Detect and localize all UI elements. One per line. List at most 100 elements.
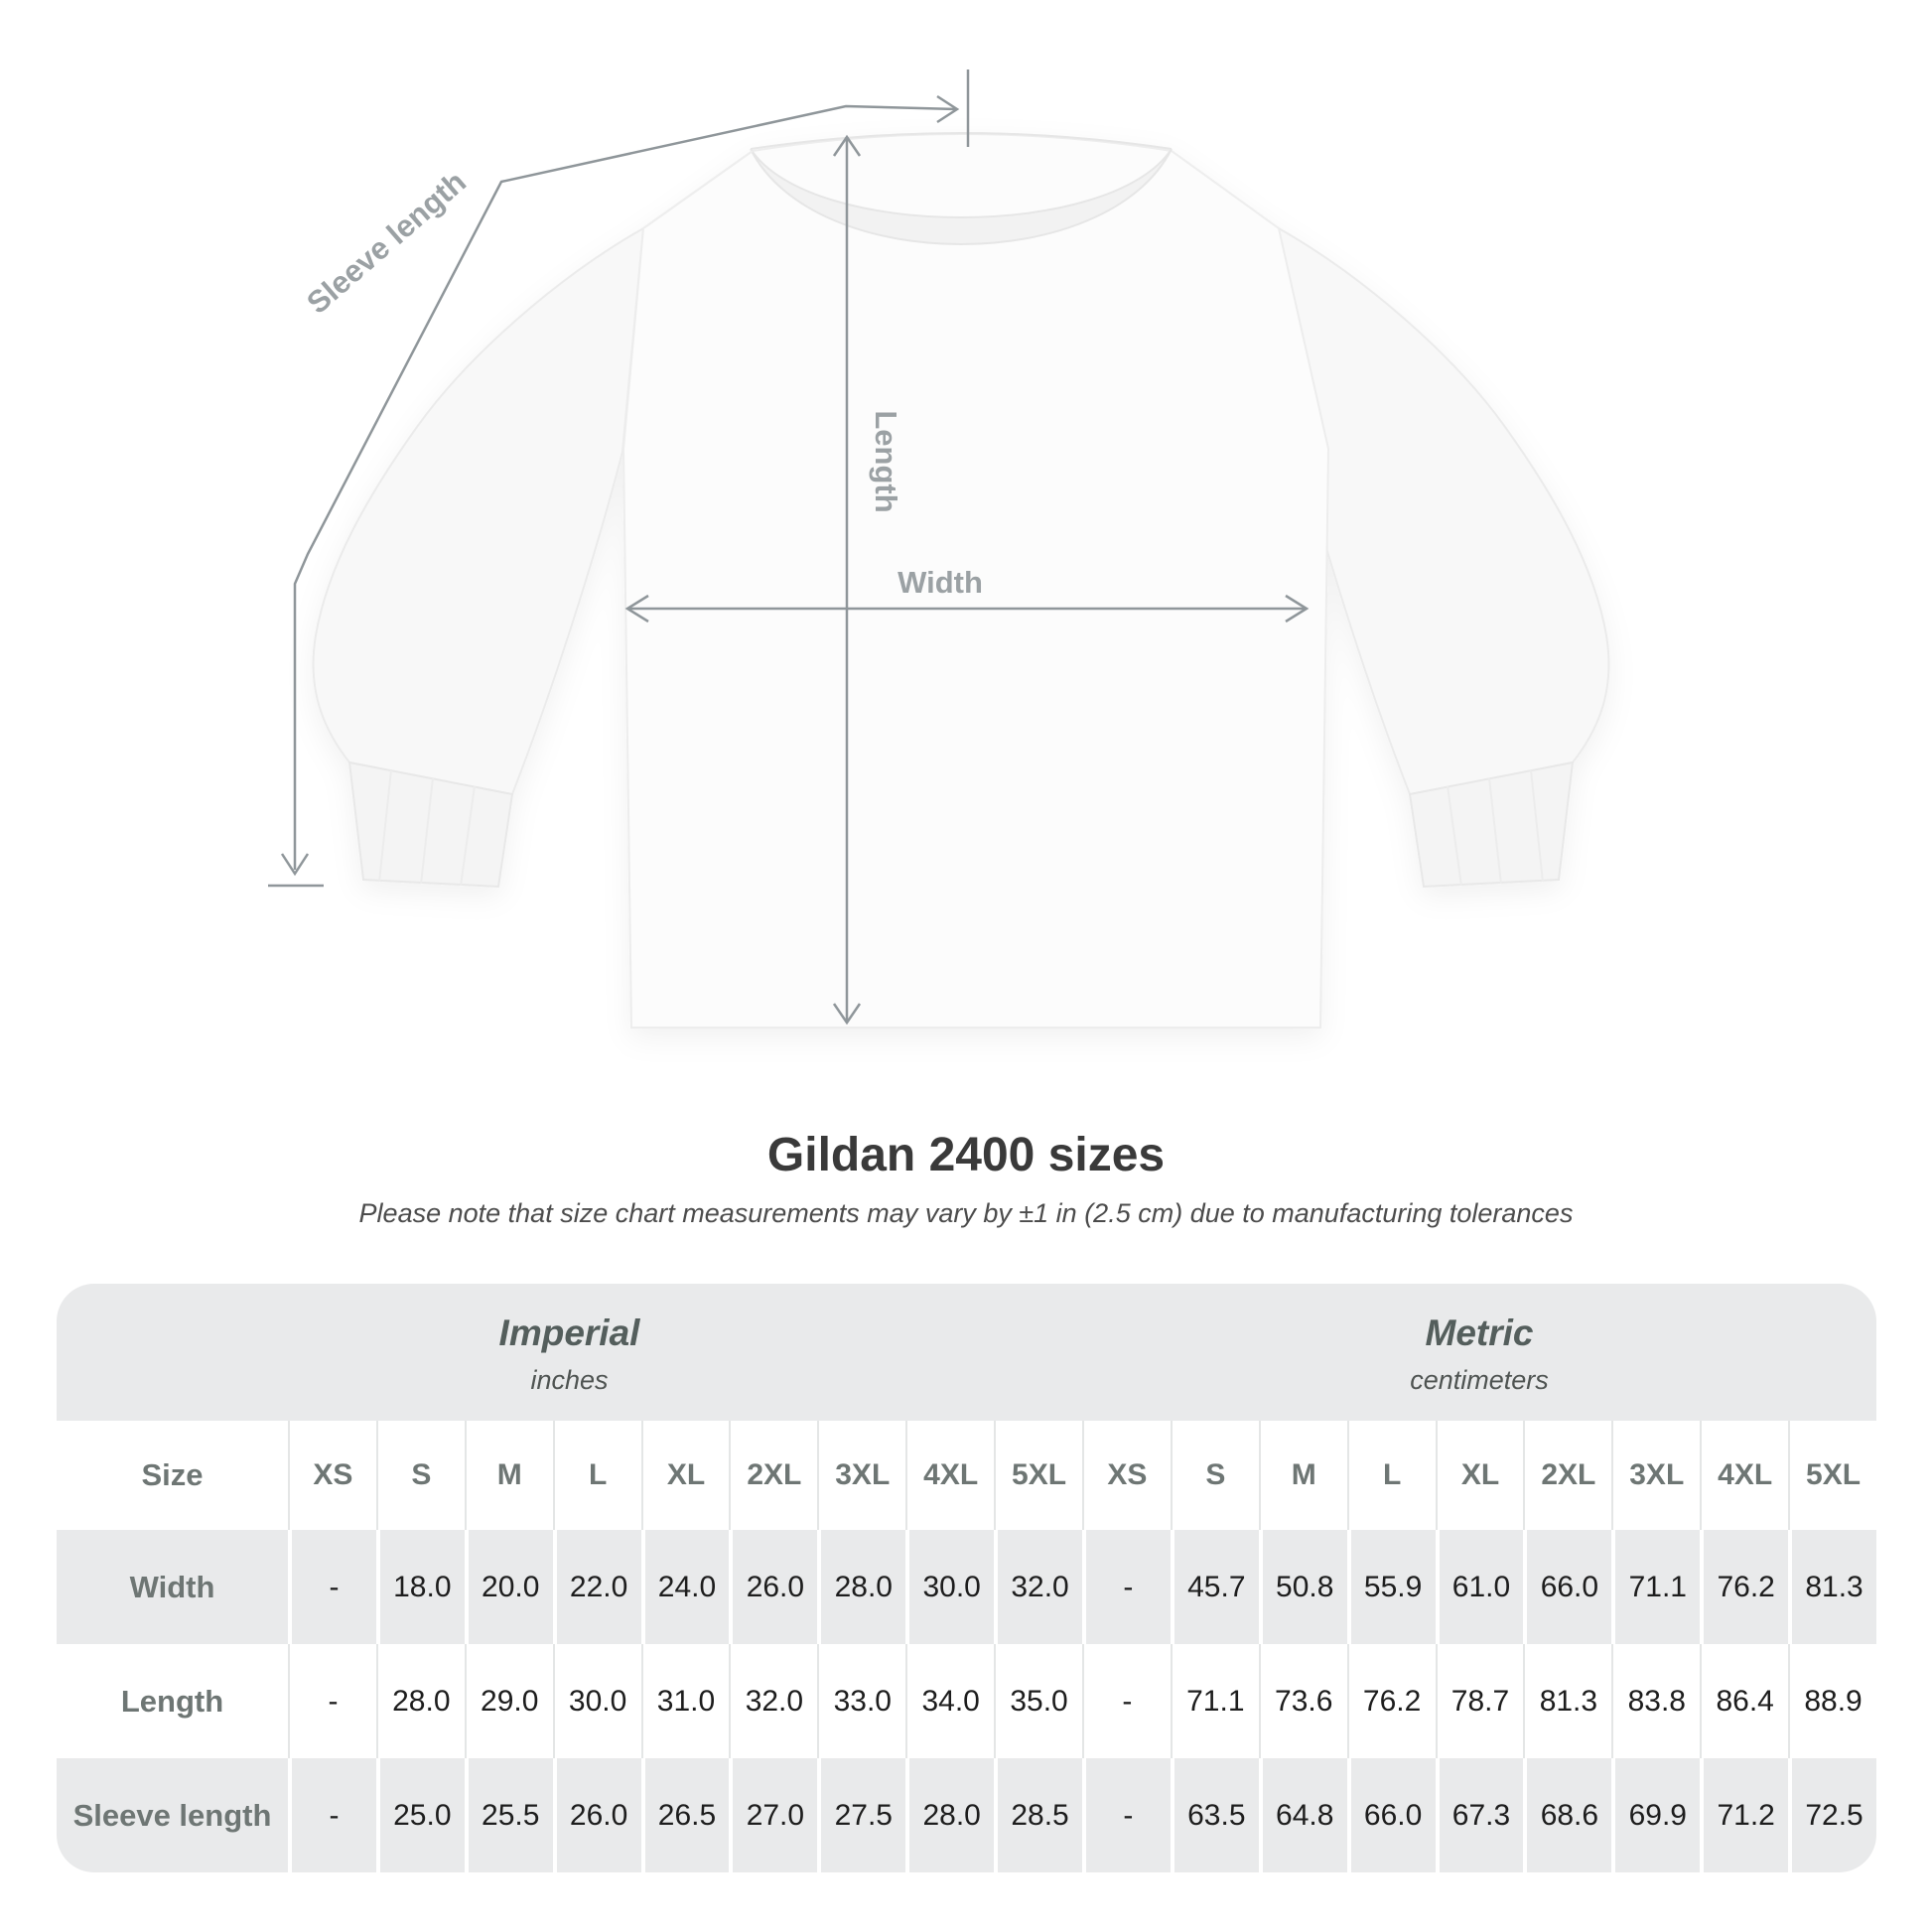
size-header-cell: XS: [288, 1421, 376, 1530]
shirt-back-neck-seam: [750, 132, 1173, 150]
width-label: Width: [897, 565, 983, 600]
length-value-cell: 83.8: [1611, 1644, 1700, 1758]
width-value-cell: 45.7: [1170, 1530, 1259, 1644]
sleeve-length-value-cell: 68.6: [1523, 1758, 1611, 1872]
length-value-cell: 78.7: [1435, 1644, 1524, 1758]
sleeve-length-value-cell: 25.0: [375, 1758, 465, 1872]
sleeve-length-value-cell: -: [1081, 1758, 1171, 1872]
size-header-cell: 4XL: [1700, 1421, 1788, 1530]
size-header-cell: 4XL: [905, 1421, 994, 1530]
width-value-cell: 61.0: [1435, 1530, 1524, 1644]
sleeve-length-value-cell: 28.5: [994, 1758, 1082, 1872]
width-value-cell: 18.0: [375, 1530, 465, 1644]
sleeve-length-value-cell: 28.0: [905, 1758, 994, 1872]
length-value-cell: 81.3: [1523, 1644, 1611, 1758]
right-cuff-ribs: [1447, 769, 1544, 887]
sleeve-length-value-cell: 26.0: [552, 1758, 641, 1872]
width-value-cell: 32.0: [994, 1530, 1082, 1644]
length-value-cell: 28.0: [375, 1644, 465, 1758]
length-value-cell: 73.6: [1258, 1644, 1347, 1758]
sleeve-length-value-cell: -: [288, 1758, 376, 1872]
width-value-cell: 22.0: [552, 1530, 641, 1644]
size-chart-note: Please note that size chart measurements…: [358, 1198, 1574, 1229]
width-value-cell: 66.0: [1523, 1530, 1611, 1644]
length-value-cell: -: [1081, 1644, 1171, 1758]
sleeve-length-value-cell: 66.0: [1346, 1758, 1436, 1872]
size-header-cell: S: [375, 1421, 465, 1530]
sleeve-length-value-cell: 64.8: [1258, 1758, 1347, 1872]
length-value-cell: 86.4: [1700, 1644, 1788, 1758]
size-header-cell: XL: [640, 1421, 730, 1530]
shirt-right-sleeve: [1277, 226, 1610, 796]
metric-header: Metric centimeters: [1082, 1284, 1876, 1421]
left-cuff-ribs: [378, 769, 476, 887]
row-label-sleeve-length: Sleeve length: [72, 1797, 272, 1833]
title-block: Gildan 2400 sizes Please note that size …: [0, 1128, 1932, 1229]
table-row-sleeve-length: Sleeve length -25.0 25.5 26.0 26.5 27.0 27.5 2…: [57, 1758, 1876, 1872]
length-value-cell: 76.2: [1346, 1644, 1436, 1758]
length-measure-line: [832, 134, 862, 1026]
metric-unit: centimeters: [1410, 1364, 1549, 1395]
length-value-cell: 33.0: [817, 1644, 905, 1758]
imperial-header: Imperial inches: [57, 1284, 1082, 1421]
length-value-cell: 29.0: [464, 1644, 553, 1758]
row-label-width: Width: [129, 1569, 215, 1604]
length-down-arrow-icon: [832, 1003, 862, 1026]
size-col-header: Size: [141, 1457, 204, 1492]
width-value-cell: 76.2: [1700, 1530, 1788, 1644]
size-chart-title: Gildan 2400 sizes: [766, 1129, 1166, 1181]
width-value-cell: 81.3: [1788, 1530, 1876, 1644]
size-header-row: Size XS S M L XL 2XL 3XL 4XL 5XL XS S M L XL 2XL 3XL 4XL…: [57, 1421, 1876, 1530]
width-value-cell: 26.0: [729, 1530, 817, 1644]
sleeve-length-value-cell: 25.5: [464, 1758, 553, 1872]
width-value-cell: 20.0: [464, 1530, 553, 1644]
table-row-width: Width -18.0 20.0 22.0 24.0 26.0 28.0 30.0 32.0-…: [57, 1530, 1876, 1644]
sleeve-length-value-cell: 71.2: [1700, 1758, 1788, 1872]
size-header-cell: 3XL: [1611, 1421, 1700, 1530]
size-header-cell: 3XL: [817, 1421, 905, 1530]
width-value-cell: -: [288, 1530, 376, 1644]
length-value-cell: 30.0: [552, 1644, 641, 1758]
unit-header-band: Imperial inches Metric centimeters: [57, 1284, 1876, 1421]
sleeve-length-value-cell: 69.9: [1611, 1758, 1700, 1872]
sleeve-length-right-arrow-icon: [936, 94, 960, 124]
metric-name: Metric: [1425, 1312, 1534, 1354]
length-up-arrow-icon: [832, 134, 862, 157]
table-row-length: Length -28.0 29.0 30.0 31.0 32.0 33.0 34.0 35.0…: [57, 1644, 1876, 1758]
length-value-cell: 88.9: [1788, 1644, 1876, 1758]
sleeve-length-value-cell: 63.5: [1170, 1758, 1259, 1872]
size-header-cell: XL: [1435, 1421, 1524, 1530]
size-header-cell: 2XL: [729, 1421, 817, 1530]
length-value-cell: 34.0: [905, 1644, 994, 1758]
size-header-cell: 2XL: [1523, 1421, 1611, 1530]
width-left-arrow-icon: [624, 594, 649, 623]
size-header-cell: XS: [1081, 1421, 1171, 1530]
sleeve-length-path: [293, 104, 958, 870]
sleeve-length-value-cell: 27.5: [817, 1758, 905, 1872]
width-value-cell: 50.8: [1258, 1530, 1347, 1644]
shirt-left-sleeve: [312, 226, 645, 796]
shirt-right-cuff: [1408, 760, 1575, 889]
size-header-cell: M: [464, 1421, 553, 1530]
width-value-cell: 28.0: [817, 1530, 905, 1644]
width-value-cell: -: [1081, 1530, 1171, 1644]
shirt-left-cuff: [347, 760, 514, 889]
width-value-cell: 24.0: [640, 1530, 730, 1644]
shirt-size-diagram: Sleeve length Length Width: [268, 69, 1610, 1029]
size-header-cell: L: [552, 1421, 641, 1530]
width-value-cell: 55.9: [1346, 1530, 1436, 1644]
size-header-cell: 5XL: [994, 1421, 1082, 1530]
imperial-name: Imperial: [498, 1312, 640, 1354]
size-header-cell: 5XL: [1788, 1421, 1876, 1530]
size-header-cell: S: [1170, 1421, 1259, 1530]
width-value-cell: 71.1: [1611, 1530, 1700, 1644]
size-header-cell: L: [1346, 1421, 1436, 1530]
length-label: Length: [869, 410, 903, 512]
sleeve-length-value-cell: 27.0: [729, 1758, 817, 1872]
shirt-illustration: [312, 132, 1610, 1029]
length-value-cell: 31.0: [640, 1644, 730, 1758]
size-header-cell: M: [1258, 1421, 1347, 1530]
length-value-cell: 32.0: [729, 1644, 817, 1758]
imperial-unit: inches: [530, 1364, 609, 1395]
row-label-length: Length: [120, 1683, 224, 1719]
